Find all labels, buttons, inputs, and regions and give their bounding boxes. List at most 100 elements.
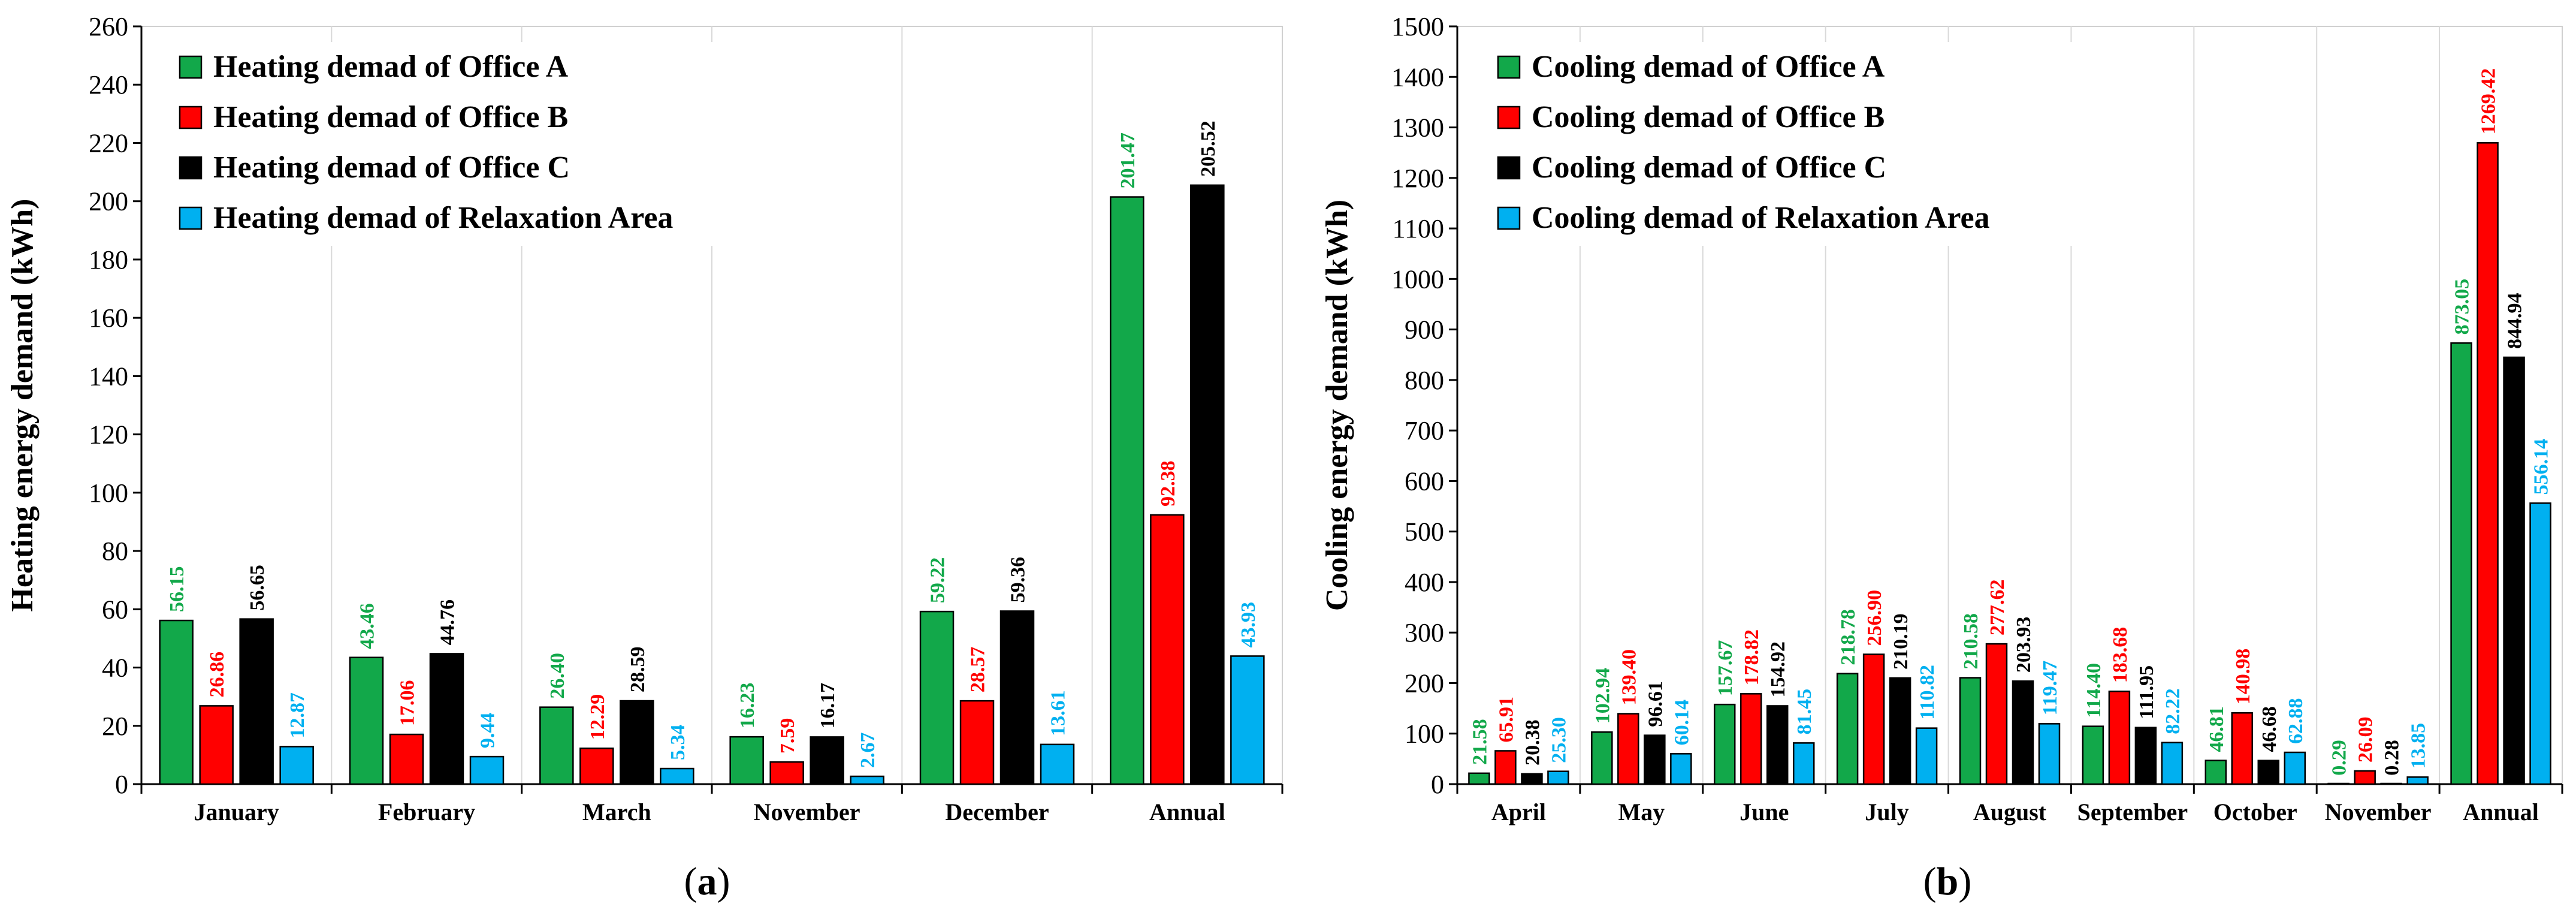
data-label: 96.61 xyxy=(1644,681,1666,727)
data-label: 46.81 xyxy=(2206,706,2228,752)
legend-entry: Cooling demad of Relaxation Area xyxy=(1532,201,1990,235)
data-label: 201.47 xyxy=(1117,132,1139,189)
data-label: 0.29 xyxy=(2329,740,2351,776)
y-tick-label: 160 xyxy=(89,303,128,333)
data-label: 140.98 xyxy=(2232,649,2254,705)
panel-label: (a) xyxy=(684,860,730,903)
bar xyxy=(1836,673,1859,785)
data-label: 102.94 xyxy=(1591,668,1614,724)
data-label: 56.15 xyxy=(166,567,188,613)
x-tick-label: November xyxy=(2325,799,2432,825)
data-label: 210.19 xyxy=(1890,613,1912,670)
data-label: 111.95 xyxy=(2136,665,2158,719)
bar xyxy=(389,733,424,785)
bar xyxy=(2204,760,2227,785)
data-label: 17.06 xyxy=(397,680,419,727)
x-tick-label: January xyxy=(194,799,279,825)
x-tick-label: November xyxy=(754,799,860,825)
data-label: 43.46 xyxy=(357,603,379,649)
y-tick-label: 260 xyxy=(89,12,128,41)
y-tick-label: 0 xyxy=(1431,770,1444,799)
data-label: 13.85 xyxy=(2408,723,2430,769)
legend: Heating demad of Office A Heating demad o… xyxy=(169,42,768,246)
data-label: 59.36 xyxy=(1007,557,1029,603)
legend-entry: Heating demad of Office B xyxy=(213,100,568,134)
data-label: 183.68 xyxy=(2109,627,2131,683)
y-tick-label: 20 xyxy=(102,712,128,741)
bar xyxy=(2477,142,2499,785)
data-label: 119.47 xyxy=(2039,661,2061,716)
data-label: 26.09 xyxy=(2355,717,2377,763)
bar xyxy=(1740,693,1762,785)
bar xyxy=(2450,342,2472,785)
y-tick-label: 240 xyxy=(89,70,128,100)
bar xyxy=(2257,760,2280,785)
data-label: 873.05 xyxy=(2451,279,2474,335)
bar xyxy=(279,746,314,785)
x-tick-label: May xyxy=(1618,799,1665,825)
bar xyxy=(1862,653,1885,785)
data-label: 81.45 xyxy=(1793,689,1816,735)
bar xyxy=(539,706,574,785)
legend-swatch xyxy=(1497,156,1521,180)
bar xyxy=(1792,742,1815,785)
x-tick-label: December xyxy=(945,799,1049,825)
bar xyxy=(1040,743,1075,785)
data-label: 82.22 xyxy=(2162,688,2184,734)
data-label: 28.57 xyxy=(967,647,989,693)
legend-background xyxy=(1487,42,2110,246)
panel-label: (b) xyxy=(1923,860,1972,903)
bar xyxy=(959,700,995,785)
y-tick-label: 140 xyxy=(89,361,128,391)
bar xyxy=(579,748,614,785)
y-tick-label: 1500 xyxy=(1391,12,1444,41)
data-label: 26.40 xyxy=(546,653,569,699)
y-axis-title: Cooling energy demand (kWh) xyxy=(1320,200,1354,611)
chart-a: 0 20 40 60 80 100 120 140 160 180 200 220 240 260 Janu… xyxy=(5,12,1284,903)
data-label: 65.91 xyxy=(1495,697,1517,743)
bar xyxy=(1617,713,1639,785)
data-label: 28.59 xyxy=(627,647,649,693)
data-label: 0.28 xyxy=(2381,740,2403,776)
data-label: 26.86 xyxy=(206,652,228,698)
data-label: 9.44 xyxy=(477,713,499,749)
x-tick-label: August xyxy=(1973,799,2047,825)
bar xyxy=(1230,655,1265,785)
data-label: 844.94 xyxy=(2504,293,2526,349)
bar xyxy=(620,700,654,785)
bar xyxy=(1766,705,1789,785)
y-tick-label: 220 xyxy=(89,128,128,158)
x-tick-label: February xyxy=(378,799,475,825)
bar xyxy=(2134,727,2157,785)
data-label: 1269.42 xyxy=(2478,68,2500,135)
data-label: 56.65 xyxy=(246,565,268,611)
data-label: 210.58 xyxy=(1960,613,1982,670)
bar xyxy=(1591,731,1613,785)
legend: Cooling demad of Office A Cooling demad o… xyxy=(1487,42,2110,246)
bar xyxy=(159,619,194,785)
y-tick-label: 1100 xyxy=(1393,214,1444,243)
bar xyxy=(1468,772,1490,785)
legend-swatch xyxy=(1497,106,1521,129)
data-label: 60.14 xyxy=(1671,700,1693,746)
bar xyxy=(850,775,884,785)
data-label: 556.14 xyxy=(2530,439,2553,495)
legend-swatch xyxy=(1497,55,1521,79)
bar xyxy=(1889,677,1911,785)
bar xyxy=(1494,750,1517,785)
bar xyxy=(1521,773,1543,785)
data-label: 43.93 xyxy=(1237,602,1260,648)
y-tick-label: 60 xyxy=(102,595,128,624)
y-tick-label: 0 xyxy=(115,770,128,799)
legend-swatch xyxy=(179,55,203,79)
y-tick-label: 1400 xyxy=(1391,62,1444,92)
bar xyxy=(2231,712,2254,785)
data-label: 256.90 xyxy=(1864,590,1886,646)
y-tick-label: 100 xyxy=(89,478,128,508)
data-label: 13.61 xyxy=(1047,690,1070,736)
data-label: 25.30 xyxy=(1548,717,1570,763)
bar xyxy=(660,767,694,785)
data-label: 62.88 xyxy=(2285,698,2307,745)
legend-entry: Cooling demad of Office C xyxy=(1532,150,1886,185)
